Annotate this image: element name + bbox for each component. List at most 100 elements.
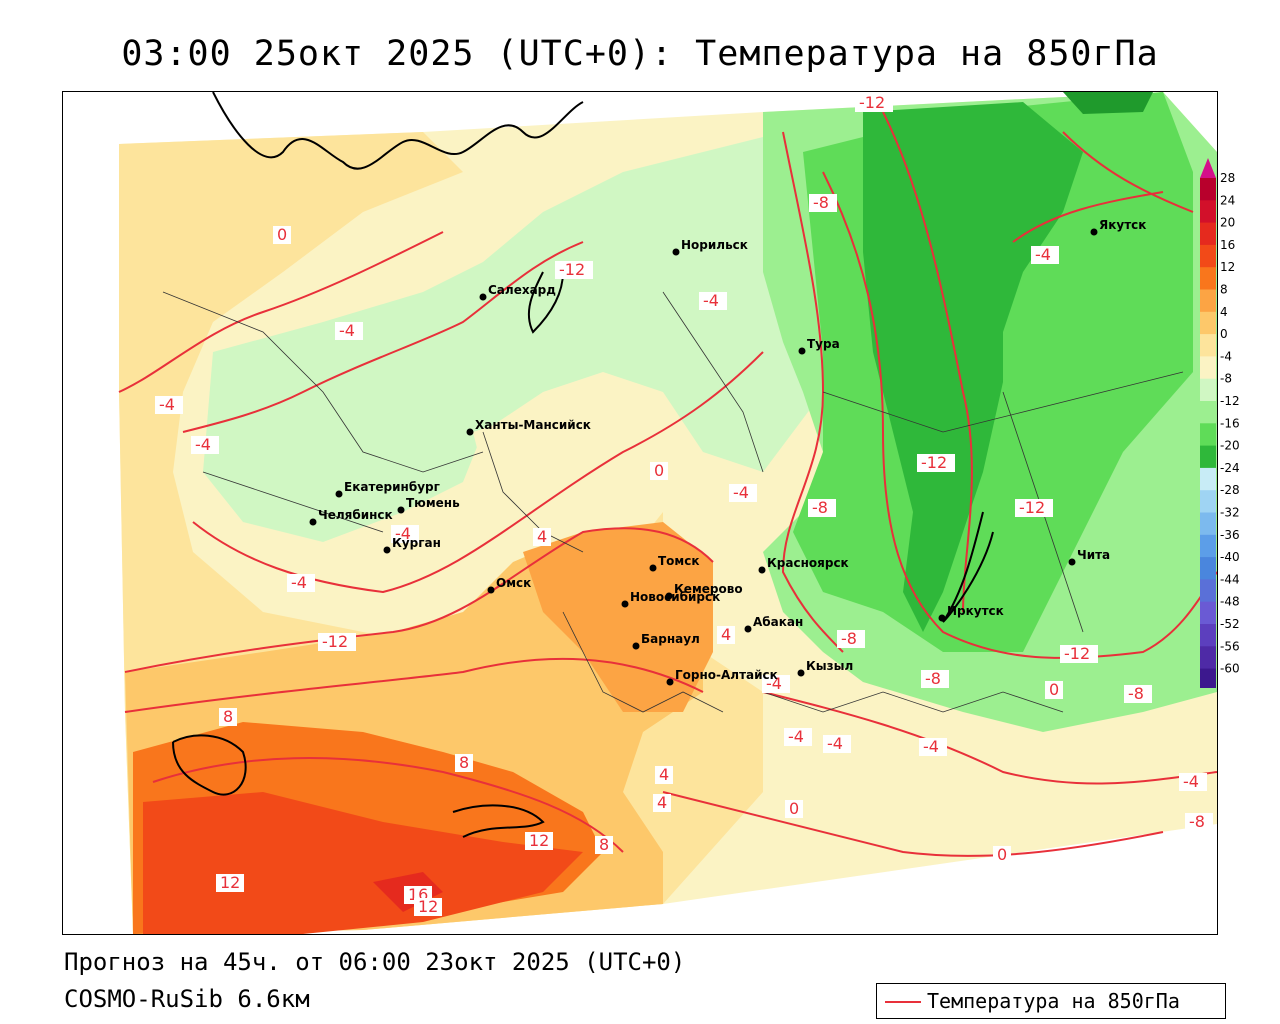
- isoline-label: 0: [997, 845, 1007, 864]
- isoline-label-bg: [1124, 685, 1152, 703]
- colorbar-swatch: [1200, 289, 1216, 313]
- city-marker: [649, 564, 657, 572]
- isoline-label-bg: [216, 874, 244, 892]
- city-label: Якутск: [1099, 218, 1146, 232]
- isotherm-lines: [118, 111, 1217, 857]
- map-title: 03:00 25окт 2025 (UTC+0): Температура на…: [121, 34, 1159, 74]
- isoline-label: 0: [277, 225, 287, 244]
- colorbar-swatch: [1200, 534, 1216, 558]
- city-label: Красноярск: [767, 556, 849, 570]
- city-marker: [666, 678, 674, 686]
- colorbar-tick-label: 28: [1220, 171, 1235, 185]
- isoline-label: 4: [537, 527, 547, 546]
- city-label: Горно-Алтайск: [675, 668, 778, 682]
- colorbar-swatch: [1200, 311, 1216, 335]
- colorbar-tick-label: 0: [1220, 327, 1228, 341]
- isoline-label: -4: [339, 321, 355, 340]
- isoline-label-bg: [1045, 681, 1063, 699]
- isoline-label-bg: [653, 794, 671, 812]
- city-marker: [479, 293, 487, 301]
- colorbar-tick-label: -8: [1220, 372, 1232, 386]
- colorbar-tick-label: 4: [1220, 305, 1228, 319]
- colorbar-tick-label: -12: [1220, 394, 1240, 408]
- colorbar-swatch: [1200, 646, 1216, 670]
- colorbar-tick-label: -60: [1220, 662, 1240, 676]
- colorbar-tick-label: -16: [1220, 416, 1240, 430]
- isoline-label-bg: [1031, 246, 1059, 264]
- isoline-label: -8: [1128, 684, 1144, 703]
- isoline-label: 0: [789, 799, 799, 818]
- isoline-label: -12: [1019, 498, 1045, 517]
- city-label: Курган: [392, 536, 441, 550]
- isoline-label-bg: [855, 94, 893, 112]
- isoline-label: -4: [923, 737, 939, 756]
- colorbar-swatch: [1200, 356, 1216, 380]
- isoline-label-bg: [655, 766, 673, 784]
- isoline-label: 12: [220, 873, 240, 892]
- isoline-label: 0: [654, 461, 664, 480]
- isoline-label: 12: [418, 897, 438, 916]
- colorbar-swatch: [1200, 423, 1216, 447]
- isoline-label: -4: [195, 435, 211, 454]
- city-label: Кемерово: [674, 582, 743, 596]
- colorbar-tick-label: -36: [1220, 528, 1240, 542]
- forecast-map[interactable]: -12 -8 -4 -12 0 -4 -4 -4 -4 -12 -12 -12 -8 -4 -4 4 0 -4 -8…: [62, 91, 1218, 935]
- isoline-label: -8: [925, 669, 941, 688]
- model-info: COSMO-RuSib 6.6км: [64, 985, 310, 1013]
- colorbar-tick-label: 12: [1220, 260, 1235, 274]
- city-marker: [309, 518, 317, 526]
- colorbar-swatch: [1200, 601, 1216, 625]
- colorbar-swatch: [1200, 557, 1216, 580]
- colorbar-swatch: [1200, 222, 1216, 246]
- isoline-label-bg: [414, 898, 442, 916]
- cool-zone-north: [203, 132, 823, 542]
- coastline: [172, 92, 994, 838]
- isoline-label-bg: [191, 436, 219, 454]
- isoline-label: -12: [559, 260, 585, 279]
- colorbar-swatch: [1200, 178, 1216, 201]
- city-label: Барнаул: [641, 632, 700, 646]
- colorbar-tick-label: -20: [1220, 439, 1240, 453]
- isoline-label-bg: [455, 754, 473, 772]
- colorbar: 28 24 20 16 12 8 4 0 -4 -8 -12 -16 -20 -24 -28 -32 -36 -4…: [1200, 158, 1280, 711]
- isoline-label: -4: [291, 573, 307, 592]
- city-label: Челябинск: [318, 508, 393, 522]
- colorbar-swatch: [1200, 445, 1216, 469]
- isoline-label-bg: [318, 633, 356, 651]
- isoline-label-bg: [921, 670, 949, 688]
- city-marker: [665, 592, 673, 600]
- city-label: Норильск: [681, 238, 748, 252]
- isoline-label-bg: [785, 800, 803, 818]
- isoline-label: -8: [813, 193, 829, 212]
- legend-line-swatch: [885, 1001, 921, 1003]
- isoline-label: -4: [788, 727, 804, 746]
- isoline-label-bg: [809, 194, 837, 212]
- city-marker: [1068, 558, 1076, 566]
- city-label: Абакан: [753, 615, 803, 629]
- city-marker: [938, 614, 946, 622]
- isoline-label: 4: [721, 625, 731, 644]
- city-label: Иркутск: [947, 604, 1004, 618]
- warm-zone-central: [523, 522, 713, 712]
- colorbar-swatch: [1200, 490, 1216, 513]
- isoline-label: -4: [1035, 245, 1051, 264]
- city-marker: [744, 625, 752, 633]
- isoline-label-bg: [650, 462, 668, 480]
- city-marker: [797, 669, 805, 677]
- city-label: Тюмень: [406, 496, 460, 510]
- isoline-label: 4: [659, 765, 669, 784]
- isoline-label: -4: [395, 524, 411, 543]
- isoline-label-bg: [555, 261, 593, 279]
- isoline-label-bg: [287, 574, 315, 592]
- isoline-label: 8: [223, 707, 233, 726]
- isoline-label: -12: [921, 453, 947, 472]
- city-label: Ханты-Мансийск: [475, 418, 591, 432]
- city-marker: [466, 428, 474, 436]
- isoline-label: -4: [827, 734, 843, 753]
- isoline-label: 4: [657, 793, 667, 812]
- isoline-label: -12: [1064, 644, 1090, 663]
- city-label: Чита: [1077, 548, 1110, 562]
- colorbar-tick-label: -24: [1220, 461, 1240, 475]
- isoline-label-bg: [919, 738, 947, 756]
- colorbar-tick-label: 20: [1220, 216, 1235, 230]
